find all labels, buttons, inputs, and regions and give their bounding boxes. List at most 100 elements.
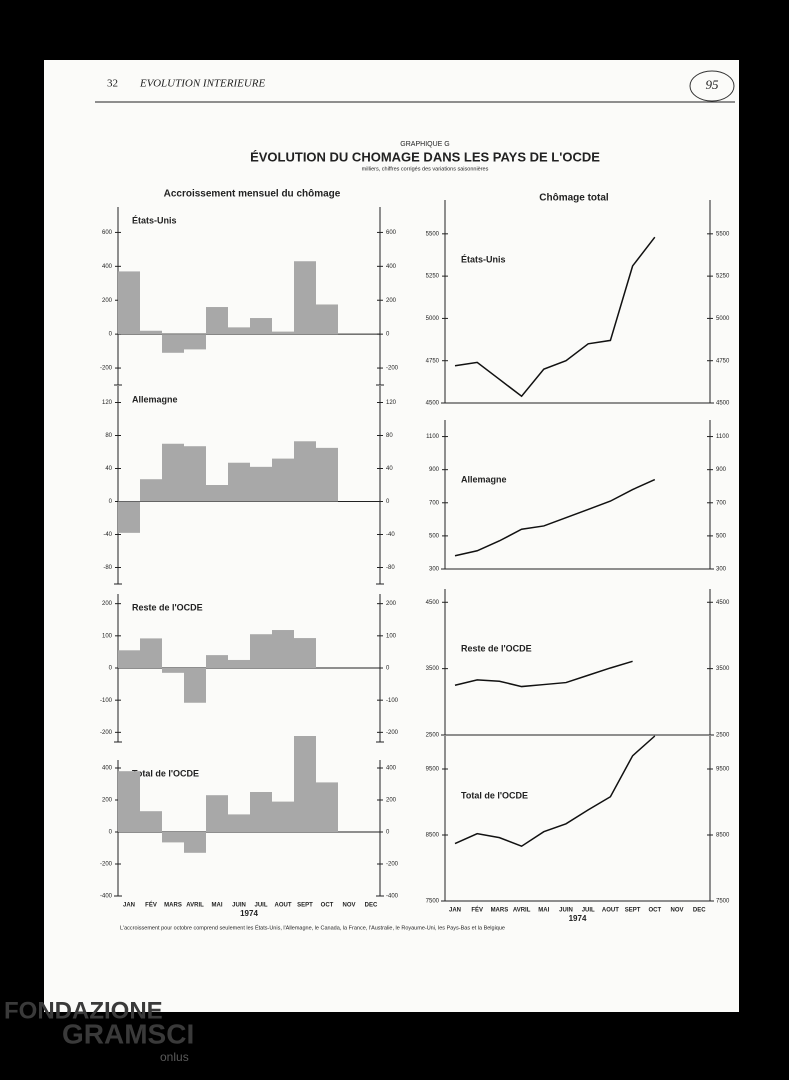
x-tick-label: JAN <box>449 908 461 914</box>
panel-title: Reste de l'OCDE <box>132 602 203 612</box>
y-tick-label: 4500 <box>716 600 730 606</box>
bar <box>162 334 184 353</box>
y-tick-label: -400 <box>100 894 113 900</box>
bar <box>228 814 250 832</box>
y-tick-label: 200 <box>386 798 397 804</box>
bar <box>184 446 206 502</box>
x-label: 1974 <box>569 914 587 923</box>
x-tick-label: FÉV <box>471 906 483 914</box>
line <box>454 478 656 557</box>
line <box>454 660 633 688</box>
y-tick-label: 5250 <box>426 274 440 280</box>
bar <box>206 795 228 832</box>
y-tick-label: 80 <box>386 433 393 439</box>
y-tick-label: 0 <box>109 666 113 672</box>
bar <box>294 638 316 668</box>
y-tick-label: 0 <box>109 332 113 338</box>
y-tick-label: -40 <box>103 532 112 538</box>
y-tick-label: 200 <box>102 798 113 804</box>
x-tick-label: MARS <box>491 908 509 914</box>
x-tick-label: NOV <box>342 903 355 909</box>
figure-title: ÉVOLUTION DU CHOMAGE DANS LES PAYS DE L'… <box>250 149 600 164</box>
y-tick-label: 4500 <box>426 401 440 407</box>
running-title: EVOLUTION INTERIEURE <box>139 78 266 90</box>
bar <box>140 811 162 832</box>
x-tick-label: OCT <box>321 903 334 909</box>
y-tick-label: 5250 <box>716 274 730 280</box>
bar <box>184 334 206 350</box>
bar <box>184 832 206 853</box>
figure-label: GRAPHIQUE G <box>400 141 449 148</box>
y-tick-label: -80 <box>386 565 395 571</box>
y-tick-label: 200 <box>102 298 113 304</box>
y-tick-label: 300 <box>716 567 727 573</box>
bar <box>250 466 272 502</box>
line <box>454 735 656 848</box>
y-tick-label: 400 <box>102 766 113 772</box>
y-tick-label: -200 <box>386 862 399 868</box>
bar <box>140 330 162 335</box>
bar <box>250 318 272 335</box>
page-number: 32 <box>107 78 118 90</box>
x-tick-label: OCT <box>648 908 661 914</box>
y-tick-label: 200 <box>386 298 397 304</box>
y-tick-label: 2500 <box>426 733 440 739</box>
bar <box>250 792 272 832</box>
y-tick-label: 400 <box>386 264 397 270</box>
x-tick-label: DEC <box>365 903 378 909</box>
x-tick-label: MAI <box>538 908 549 914</box>
y-tick-label: 80 <box>105 433 112 439</box>
x-tick-label: NOV <box>670 908 683 914</box>
y-tick-label: 500 <box>429 533 440 539</box>
x-tick-label: SEPT <box>297 903 313 909</box>
bar <box>294 261 316 335</box>
bar <box>162 443 184 502</box>
bar <box>272 801 294 832</box>
y-tick-label: -200 <box>100 862 113 868</box>
y-tick-label: -100 <box>386 698 399 704</box>
bar <box>162 668 184 673</box>
bar <box>206 655 228 668</box>
y-tick-label: -80 <box>103 565 112 571</box>
x-tick-label: JUIL <box>254 903 267 909</box>
y-tick-label: 200 <box>386 601 397 607</box>
x-tick-label: JAN <box>123 903 135 909</box>
x-tick-label: FÉV <box>145 901 157 909</box>
y-tick-label: -200 <box>386 366 399 372</box>
y-tick-label: -40 <box>386 532 395 538</box>
line <box>454 236 656 398</box>
y-tick-label: 0 <box>386 830 390 836</box>
y-tick-label: 4500 <box>716 401 730 407</box>
y-tick-label: 8500 <box>716 833 730 839</box>
x-tick-label: JUIN <box>232 903 246 909</box>
watermark: GRAMSCI <box>62 1018 194 1049</box>
x-tick-label: JUIL <box>582 908 595 914</box>
x-tick-label: AVRIL <box>513 908 531 914</box>
bar <box>316 447 338 502</box>
y-tick-label: 400 <box>386 766 397 772</box>
y-tick-label: -200 <box>100 730 113 736</box>
y-tick-label: 5000 <box>426 316 440 322</box>
bar <box>184 668 206 703</box>
y-tick-label: 700 <box>716 500 727 506</box>
y-tick-label: 2500 <box>716 733 730 739</box>
bar <box>294 441 316 502</box>
panel-title: États-Unis <box>461 254 506 264</box>
y-tick-label: 500 <box>716 533 727 539</box>
y-tick-label: 8500 <box>426 833 440 839</box>
bar <box>118 650 140 668</box>
bar <box>118 271 140 335</box>
x-tick-label: SEPT <box>625 908 641 914</box>
y-tick-label: 5500 <box>426 231 440 237</box>
x-tick-label: AVRIL <box>186 903 204 909</box>
right-heading: Chômage total <box>539 193 609 204</box>
y-tick-label: 9500 <box>426 767 440 773</box>
y-tick-label: 0 <box>109 499 113 505</box>
y-tick-label: 0 <box>386 499 390 505</box>
y-tick-label: 600 <box>386 230 397 236</box>
y-tick-label: 0 <box>109 830 113 836</box>
bar <box>228 462 250 502</box>
y-tick-label: -400 <box>386 894 399 900</box>
